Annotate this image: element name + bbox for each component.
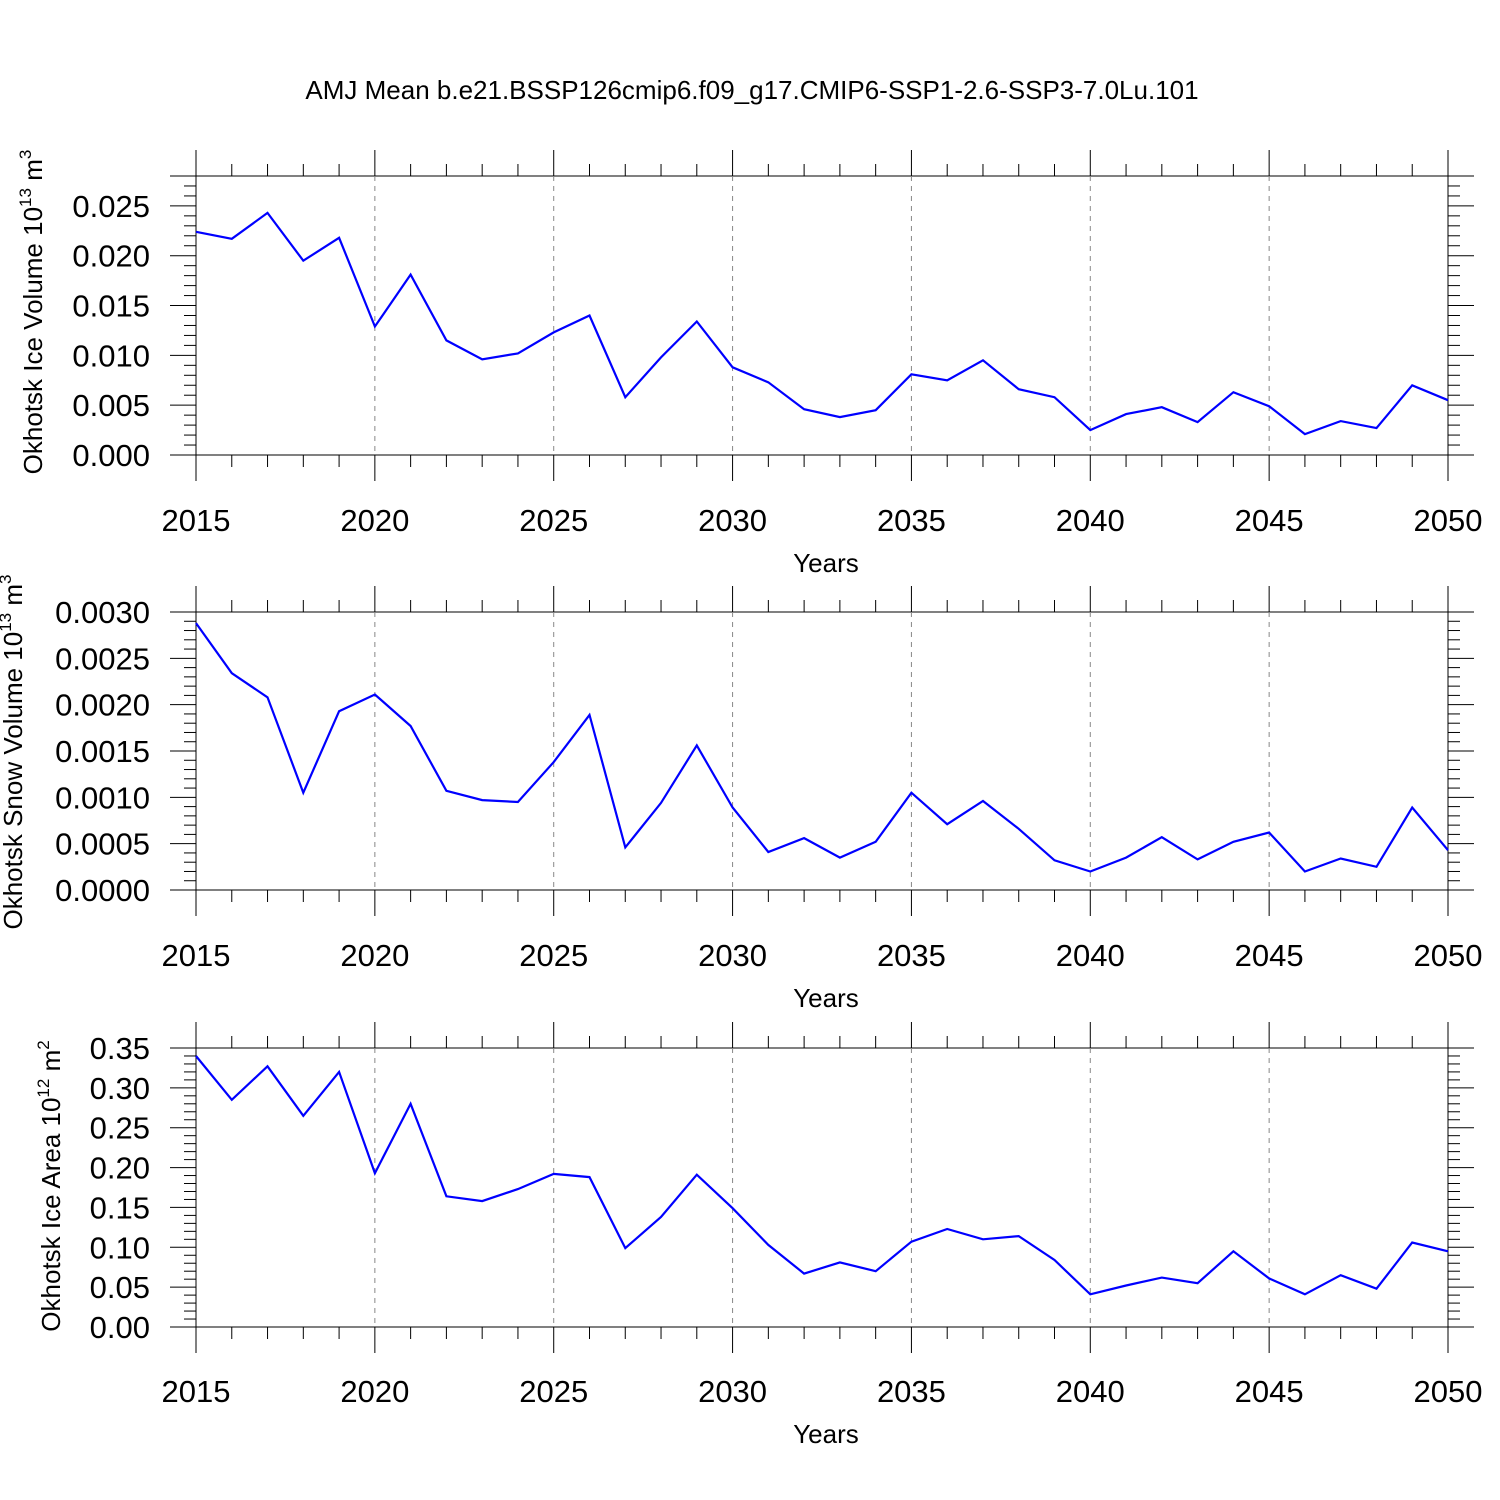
y-tick-label: 0.010	[72, 338, 150, 373]
x-tick-label: 2020	[340, 503, 409, 538]
x-tick-label: 2040	[1056, 938, 1125, 973]
y-tick-label: 0.10	[90, 1230, 150, 1265]
y-tick-label: 0.05	[90, 1270, 150, 1305]
y-tick-label: 0.025	[72, 189, 150, 224]
x-tick-label: 2040	[1056, 1374, 1125, 1409]
x-axis-label: Years	[793, 983, 859, 1013]
x-tick-label: 2045	[1235, 503, 1304, 538]
x-tick-label: 2030	[698, 503, 767, 538]
y-tick-label: 0.20	[90, 1151, 150, 1186]
x-tick-label: 2025	[519, 503, 588, 538]
chart-title: AMJ Mean b.e21.BSSP126cmip6.f09_g17.CMIP…	[305, 75, 1198, 105]
panel-ice-area: 0.00 0.05 0.10 0.15 0.20 0.25 0.30 0.35 2015 2020…	[34, 1022, 1482, 1449]
x-tick-label: 2030	[698, 1374, 767, 1409]
panel-snow-volume: 0.0000 0.0005 0.0010 0.0015 0.0020 0.0025 0.00…	[0, 575, 1482, 1014]
y-tick-label: 0.0030	[55, 595, 150, 630]
y-tick-label: 0.0005	[55, 827, 150, 862]
y-tick-label: 0.0025	[55, 641, 150, 676]
series-line-ice-volume	[195, 211, 1449, 436]
x-tick-label: 2015	[162, 503, 231, 538]
x-tick-label: 2035	[877, 1374, 946, 1409]
y-tick-label: 0.005	[72, 388, 150, 423]
x-tick-label: 2020	[340, 938, 409, 973]
y-tick-label: 0.000	[72, 438, 150, 473]
y-tick-label: 0.0020	[55, 688, 150, 723]
y-tick-label: 0.00	[90, 1310, 150, 1345]
y-tick-label: 0.25	[90, 1111, 150, 1146]
y-tick-label: 0.015	[72, 289, 150, 324]
y-axis-label: Okhotsk Ice Volume 1013 m3	[16, 150, 48, 475]
x-axis-label: Years	[793, 1419, 859, 1449]
x-tick-label: 2015	[162, 938, 231, 973]
panel-ice-volume: 0.000 0.005 0.010 0.015 0.020 0.025 2015 2020 20…	[16, 150, 1482, 578]
x-tick-label: 2030	[698, 938, 767, 973]
series-line-ice-area	[195, 1055, 1449, 1296]
x-axis-label: Years	[793, 548, 859, 578]
y-tick-label: 0.0015	[55, 734, 150, 769]
y-tick-label: 0.15	[90, 1190, 150, 1225]
x-tick-label: 2050	[1414, 938, 1483, 973]
y-tick-label: 0.020	[72, 239, 150, 274]
x-tick-label: 2045	[1235, 1374, 1304, 1409]
x-tick-label: 2015	[162, 1374, 231, 1409]
x-tick-label: 2020	[340, 1374, 409, 1409]
y-tick-label: 0.0000	[55, 873, 150, 908]
x-tick-label: 2025	[519, 938, 588, 973]
x-tick-label: 2025	[519, 1374, 588, 1409]
y-axis-label: Okhotsk Snow Volume 1013 m3	[0, 575, 28, 930]
x-tick-label: 2045	[1235, 938, 1304, 973]
x-tick-label: 2050	[1414, 1374, 1483, 1409]
series-line-snow-volume	[195, 622, 1449, 873]
x-tick-label: 2040	[1056, 503, 1125, 538]
y-tick-label: 0.0010	[55, 780, 150, 815]
y-tick-label: 0.30	[90, 1071, 150, 1106]
x-tick-label: 2035	[877, 938, 946, 973]
y-tick-label: 0.35	[90, 1031, 150, 1066]
x-tick-label: 2035	[877, 503, 946, 538]
y-axis-label: Okhotsk Ice Area 1012 m2	[34, 1040, 66, 1331]
x-tick-label: 2050	[1414, 503, 1483, 538]
